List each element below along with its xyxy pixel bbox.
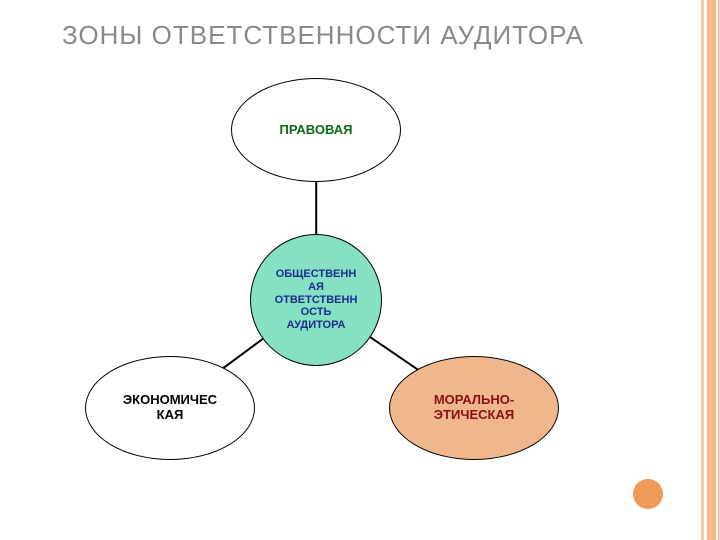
node-economic: ЭКОНОМИЧЕСКАЯ bbox=[85, 356, 255, 460]
node-legal-label: ПРАВОВАЯ bbox=[274, 123, 359, 138]
node-moral-ethical-label: МОРАЛЬНО-ЭТИЧЕСКАЯ bbox=[428, 393, 520, 423]
node-economic-label: ЭКОНОМИЧЕСКАЯ bbox=[117, 393, 223, 423]
node-center-label: ОБЩЕСТВЕННАЯОТВЕТСТВЕННОСТЬАУДИТОРА bbox=[269, 268, 364, 331]
corner-dot-icon bbox=[633, 479, 663, 509]
slide-title: ЗОНЫ ОТВЕТСТВЕННОСТИ АУДИТОРА bbox=[62, 20, 584, 51]
node-center: ОБЩЕСТВЕННАЯОТВЕТСТВЕННОСТЬАУДИТОРА bbox=[250, 234, 382, 366]
node-legal: ПРАВОВАЯ bbox=[231, 78, 401, 182]
slide-canvas: ЗОНЫ ОТВЕТСТВЕННОСТИ АУДИТОРА ПРАВОВАЯ Э… bbox=[0, 0, 720, 540]
right-accent-stripes bbox=[696, 0, 720, 540]
stripe-1 bbox=[701, 0, 704, 540]
stripe-2 bbox=[707, 0, 716, 540]
node-moral-ethical: МОРАЛЬНО-ЭТИЧЕСКАЯ bbox=[389, 356, 559, 460]
